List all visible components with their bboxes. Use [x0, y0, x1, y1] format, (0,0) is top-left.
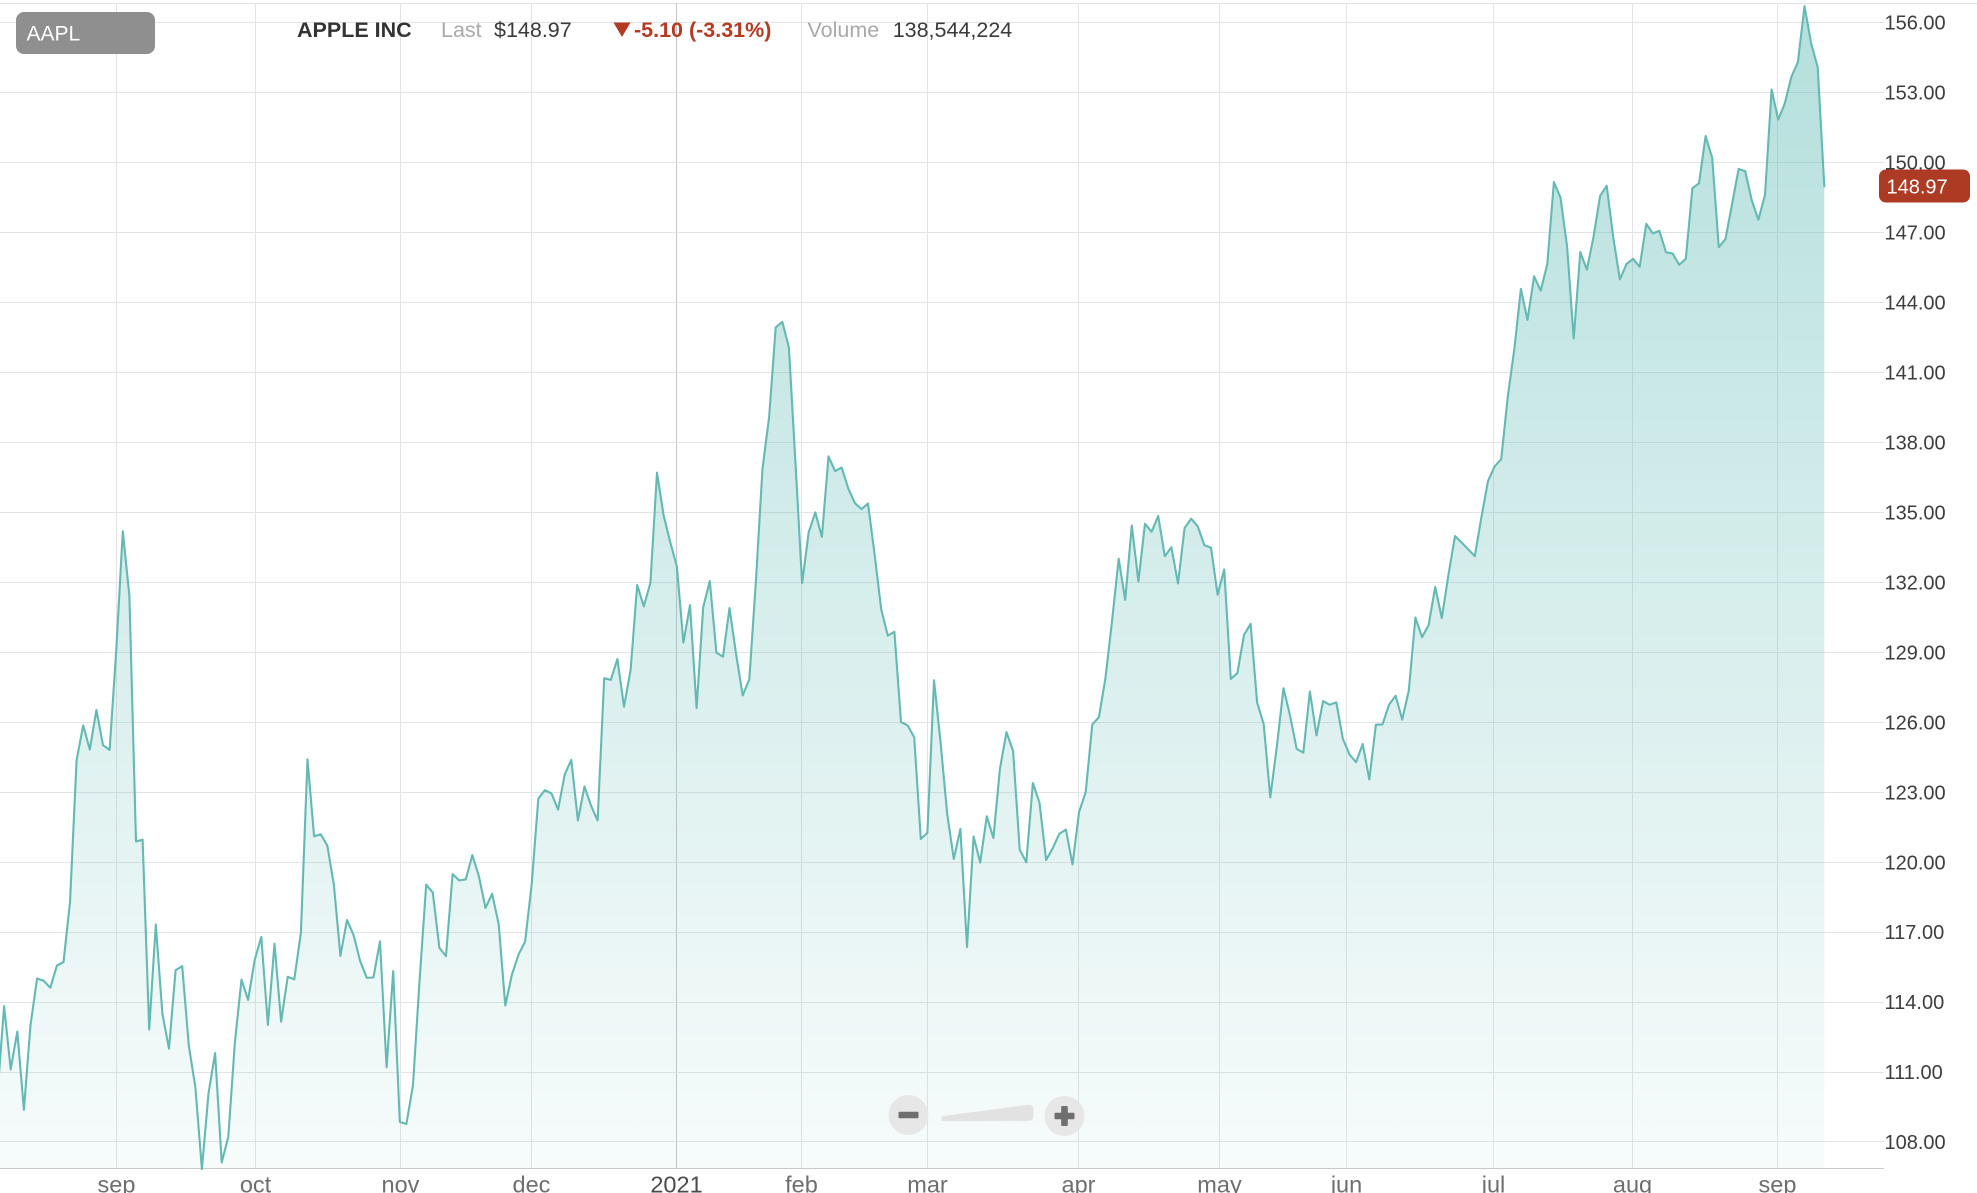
- svg-text:2021: 2021: [650, 1172, 702, 1193]
- svg-text:153.00: 153.00: [1885, 83, 1946, 105]
- svg-text:147.00: 147.00: [1885, 222, 1946, 244]
- svg-text:117.00: 117.00: [1885, 922, 1945, 944]
- svg-text:148.97: 148.97: [1887, 177, 1948, 199]
- svg-text:jul: jul: [1481, 1172, 1506, 1193]
- svg-text:141.00: 141.00: [1885, 362, 1946, 384]
- svg-text:132.00: 132.00: [1885, 572, 1946, 594]
- svg-text:jun: jun: [1330, 1172, 1362, 1193]
- svg-text:123.00: 123.00: [1885, 782, 1946, 804]
- svg-text:150.00: 150.00: [1885, 153, 1946, 175]
- svg-text:APPLE INC: APPLE INC: [297, 18, 412, 42]
- svg-text:138,544,224: 138,544,224: [893, 18, 1013, 42]
- svg-text:144.00: 144.00: [1885, 292, 1946, 314]
- svg-text:114.00: 114.00: [1885, 992, 1945, 1014]
- svg-text:108.00: 108.00: [1885, 1132, 1946, 1154]
- svg-text:111.00: 111.00: [1885, 1062, 1943, 1084]
- svg-text:135.00: 135.00: [1885, 502, 1946, 524]
- svg-text:mar: mar: [907, 1172, 948, 1193]
- svg-text:may: may: [1197, 1172, 1242, 1193]
- svg-text:129.00: 129.00: [1885, 642, 1946, 664]
- svg-text:126.00: 126.00: [1885, 712, 1946, 734]
- svg-text:AAPL: AAPL: [27, 23, 81, 46]
- svg-text:sep: sep: [1759, 1172, 1797, 1193]
- svg-text:dec: dec: [513, 1172, 551, 1193]
- svg-text:Last: Last: [441, 18, 482, 42]
- svg-text:aug: aug: [1613, 1172, 1652, 1193]
- svg-text:sep: sep: [98, 1172, 136, 1193]
- svg-text:nov: nov: [382, 1172, 420, 1193]
- svg-text:$148.97: $148.97: [494, 18, 572, 42]
- svg-text:138.00: 138.00: [1885, 432, 1946, 454]
- svg-text:feb: feb: [785, 1172, 818, 1193]
- svg-text:-5.10 (-3.31%): -5.10 (-3.31%): [634, 18, 771, 42]
- svg-text:apr: apr: [1062, 1172, 1096, 1193]
- svg-text:156.00: 156.00: [1885, 13, 1946, 35]
- svg-text:oct: oct: [240, 1172, 272, 1193]
- svg-text:120.00: 120.00: [1885, 852, 1946, 874]
- svg-text:Volume: Volume: [808, 18, 880, 42]
